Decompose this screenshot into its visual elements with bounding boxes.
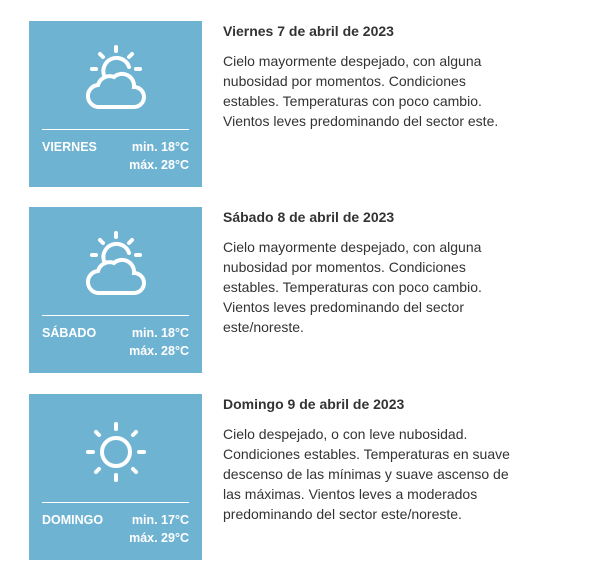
day-title: Sábado 8 de abril de 2023 <box>223 209 395 225</box>
min-temp: min. 17°C <box>131 513 189 527</box>
forecast-day: SÁBADO min. 18°C máx. 28°C Sábado 8 de a… <box>29 207 612 374</box>
day-title: Domingo 9 de abril de 2023 <box>223 396 405 412</box>
sun-cloud-icon <box>85 45 146 110</box>
day-description: Cielo despejado, o con leve nubosidad. C… <box>223 426 510 522</box>
day-description: Cielo mayormente despejado, con alguna n… <box>223 239 482 335</box>
day-card: DOMINGO min. 17°C máx. 29°C <box>29 394 202 560</box>
forecast-day: VIERNES min. 18°C máx. 28°C Viernes 7 de… <box>29 21 612 188</box>
day-card: VIERNES min. 18°C máx. 28°C <box>29 21 202 187</box>
sun-icon <box>86 422 146 482</box>
max-temp: máx. 28°C <box>129 344 189 358</box>
max-temp: máx. 28°C <box>129 158 189 172</box>
day-name: VIERNES <box>42 140 97 154</box>
max-temp: máx. 29°C <box>129 531 189 545</box>
sun-cloud-icon <box>85 231 146 296</box>
min-temp: min. 18°C <box>131 326 189 340</box>
day-description: Cielo mayormente despejado, con alguna n… <box>223 53 499 129</box>
min-temp: min. 18°C <box>131 140 189 154</box>
day-name: DOMINGO <box>42 513 104 527</box>
divider <box>42 129 189 130</box>
divider <box>42 315 189 316</box>
day-title: Viernes 7 de abril de 2023 <box>223 23 394 39</box>
forecast-day: DOMINGO min. 17°C máx. 29°C Domingo 9 de… <box>29 394 612 561</box>
day-name: SÁBADO <box>42 326 97 340</box>
divider <box>42 502 189 503</box>
day-card: SÁBADO min. 18°C máx. 28°C <box>29 207 202 373</box>
